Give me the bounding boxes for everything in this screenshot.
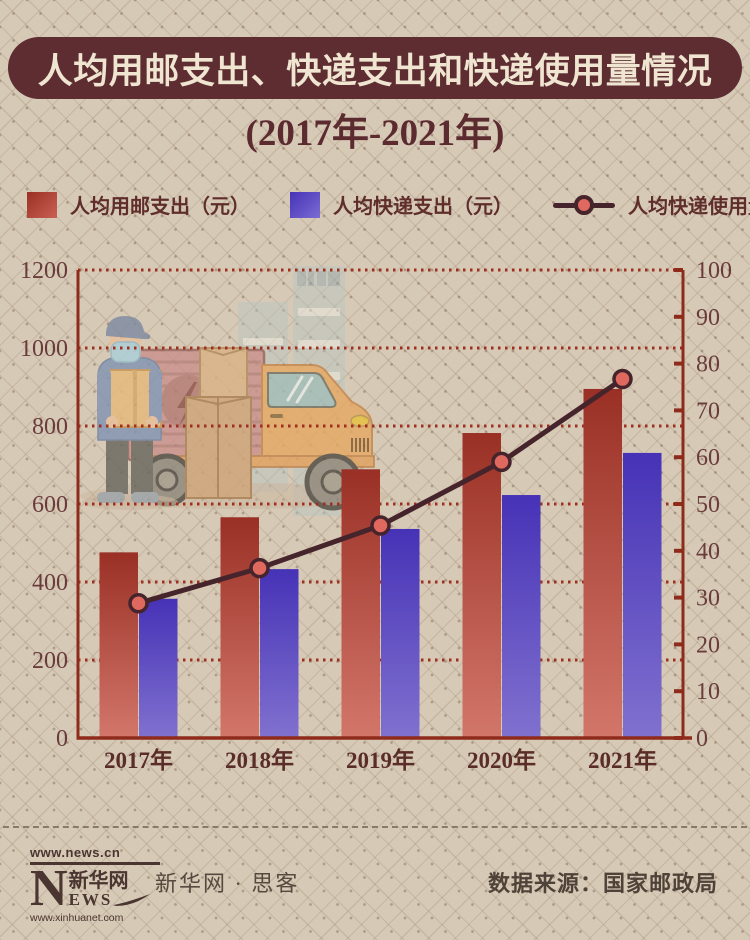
xinhuanet-logo: www.news.cn N 新华网 EWS www.xinhuanet.com [30, 845, 160, 924]
left-axis-tick-label: 200 [32, 648, 68, 674]
bar-postal-2018年 [220, 517, 259, 738]
page-subtitle: (2017年-2021年) [245, 113, 505, 154]
left-axis-tick-label: 1200 [20, 258, 68, 284]
delivery-worker-illustration [82, 316, 178, 510]
left-axis-tick-label: 400 [32, 570, 68, 596]
axes [76, 268, 692, 740]
axis-labels: 0 200 400 600 800 1000 1200 0 10 20 30 40 50 60 70 80 90… [20, 258, 732, 773]
chart-canvas: 0 200 400 600 800 1000 1200 0 10 20 30 40 50 60 70 80 90… [20, 258, 732, 773]
title-banner: 人均用邮支出、快递支出和快递使用量情况 [8, 37, 742, 99]
legend-circle-marker-icon [574, 194, 594, 215]
left-axis-tick-label: 800 [32, 414, 68, 440]
right-axis-tick-label: 50 [696, 492, 720, 518]
bar-express-2021年 [623, 452, 662, 738]
legend-label-usage: 人均快递使用量（件） [628, 196, 750, 218]
right-axis-tick-label: 0 [696, 726, 708, 752]
right-axis-tick-label: 90 [696, 305, 720, 331]
left-axis-tick-label: 0 [56, 726, 68, 752]
boxes-illustration [185, 347, 252, 499]
right-axis-tick-label: 30 [696, 586, 720, 612]
right-axis-tick-label: 80 [696, 352, 720, 378]
gridlines [78, 268, 683, 662]
x-axis-label: 2020年 [467, 747, 536, 773]
left-axis-tick-label: 1000 [20, 336, 68, 362]
background-illustration [80, 266, 390, 516]
logo-letters-ews: EWS [68, 890, 113, 909]
right-axis-tick-label: 70 [696, 398, 720, 424]
right-axis-tick-label: 20 [696, 632, 720, 658]
bar-express-2017年 [139, 598, 178, 738]
bar-postal-2020年 [462, 433, 501, 738]
left-axis-tick-label: 600 [32, 492, 68, 518]
brand-text: 新华网 · 思客 [155, 871, 300, 896]
usage-point-2018年 [249, 557, 270, 579]
combo-chart: 0 200 400 600 800 1000 1200 0 10 20 30 40 50 60 70 80 90… [0, 250, 750, 790]
bar-postal-2017年 [99, 552, 138, 738]
logo-swoosh-icon [113, 893, 151, 906]
bar-express-2020年 [502, 495, 541, 738]
logo-letter-n: N [30, 860, 68, 917]
legend-swatch-postal [27, 191, 57, 218]
logo-bottom-url: www.xinhuanet.com [30, 912, 124, 925]
usage-line-series [128, 368, 633, 614]
footer-divider [3, 826, 747, 828]
x-axis-label: 2017年 [104, 747, 173, 773]
usage-point-2020年 [491, 451, 512, 473]
legend-swatch-express [290, 191, 320, 218]
bars [99, 388, 662, 738]
bar-express-2019年 [381, 528, 420, 738]
bar-postal-2021年 [583, 388, 622, 738]
right-axis-tick-label: 40 [696, 539, 720, 565]
legend: 人均用邮支出（元） 人均快递支出（元） 人均快递使用量（件） [27, 190, 750, 219]
page-title: 人均用邮支出、快递支出和快递使用量情况 [37, 51, 713, 91]
logo-cn-name: 新华网 [68, 870, 129, 892]
logo-top-url: www.news.cn [30, 845, 160, 865]
legend-label-postal: 人均用邮支出（元） [70, 196, 250, 218]
right-axis-tick-label: 60 [696, 445, 720, 471]
legend-line-marker-icon [553, 192, 615, 218]
usage-point-2017年 [128, 592, 149, 614]
legend-label-express: 人均快递支出（元） [333, 196, 513, 218]
bar-express-2018年 [260, 569, 299, 738]
right-axis-tick-label: 10 [696, 679, 720, 705]
x-axis-label: 2018年 [225, 747, 294, 773]
bar-postal-2019年 [341, 469, 380, 738]
logo-mark: N 新华网 EWS [30, 860, 160, 917]
usage-point-2021年 [612, 368, 633, 390]
right-axis-tick-label: 100 [696, 258, 732, 284]
x-axis-label: 2019年 [346, 747, 415, 773]
usage-point-2019年 [370, 515, 391, 536]
data-source-text: 数据来源：国家邮政局 [487, 871, 718, 896]
x-axis-label: 2021年 [588, 747, 657, 773]
